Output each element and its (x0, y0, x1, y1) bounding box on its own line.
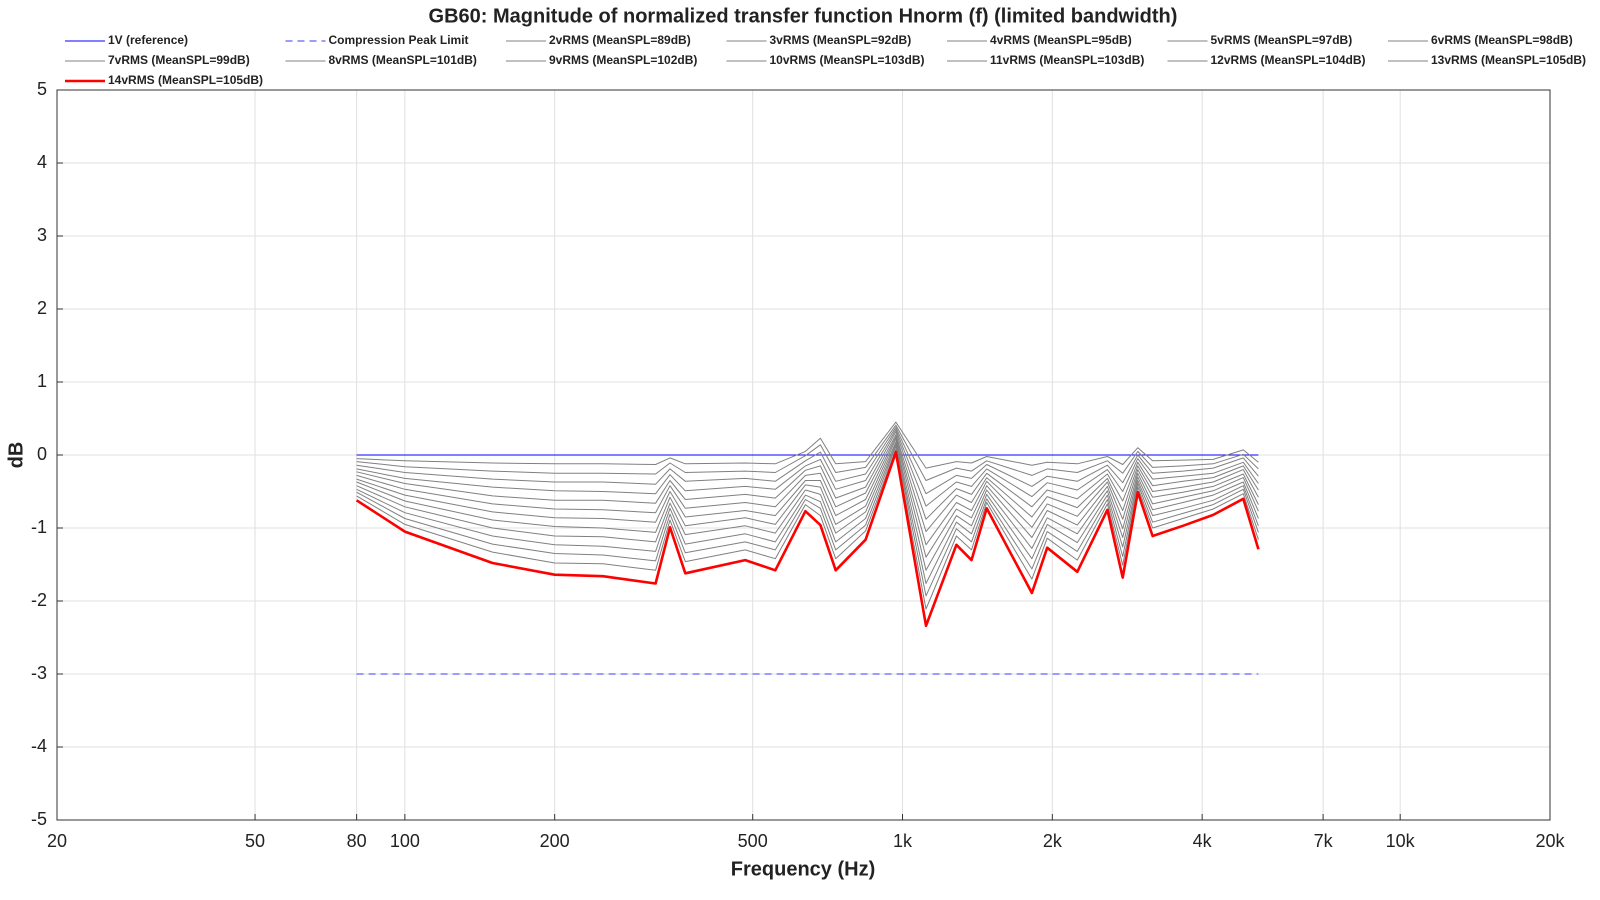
y-axis-label: dB (5, 442, 27, 469)
x-tick-label: 7k (1314, 831, 1334, 851)
series-line (356, 431, 1259, 520)
series-line (355, 450, 1260, 628)
x-tick-label: 50 (245, 831, 265, 851)
x-tick-label: 20k (1535, 831, 1565, 851)
legend-label: 7vRMS (MeanSPL=99dB) (108, 53, 250, 67)
y-tick-label: -4 (31, 736, 47, 756)
legend-label: 4vRMS (MeanSPL=95dB) (990, 33, 1132, 47)
series-line (356, 434, 1259, 533)
y-tick-label: 3 (37, 225, 47, 245)
x-tick-label: 1k (893, 831, 913, 851)
legend-label: 10vRMS (MeanSPL=103dB) (770, 53, 925, 67)
legend-label: 5vRMS (MeanSPL=97dB) (1211, 33, 1353, 47)
y-tick-label: -1 (31, 517, 47, 537)
series-line (356, 429, 1259, 507)
legend-label: 12vRMS (MeanSPL=104dB) (1211, 53, 1366, 67)
x-tick-label: 20 (47, 831, 67, 851)
x-tick-label: 80 (347, 831, 367, 851)
x-tick-label: 100 (390, 831, 420, 851)
x-tick-label: 2k (1043, 831, 1063, 851)
series-line (356, 438, 1259, 558)
y-tick-label: -3 (31, 663, 47, 683)
legend-label: 9vRMS (MeanSPL=102dB) (549, 53, 697, 67)
x-tick-label: 10k (1386, 831, 1416, 851)
legend-label: 1V (reference) (108, 33, 188, 47)
series-line (356, 448, 1259, 610)
series-line (356, 436, 1259, 546)
y-tick-label: -5 (31, 809, 47, 829)
series-line (356, 421, 1259, 469)
legend-label: 13vRMS (MeanSPL=105dB) (1431, 53, 1586, 67)
legend-label: 6vRMS (MeanSPL=98dB) (1431, 33, 1573, 47)
series-line (356, 441, 1259, 571)
legend-label: 14vRMS (MeanSPL=105dB) (108, 73, 263, 87)
y-tick-label: -2 (31, 590, 47, 610)
series-line (356, 445, 1259, 597)
y-tick-label: 5 (37, 79, 47, 99)
y-tick-label: 1 (37, 371, 47, 391)
chart-title: GB60: Magnitude of normalized transfer f… (429, 5, 1178, 27)
legend-label: 11vRMS (MeanSPL=103dB) (990, 53, 1144, 67)
y-tick-label: 2 (37, 298, 47, 318)
y-tick-label: 0 (37, 444, 47, 464)
plot-frame (56, 89, 1551, 821)
x-axis-label: Frequency (Hz) (731, 858, 875, 880)
legend-label: 8vRMS (MeanSPL=101dB) (329, 53, 477, 67)
series-line (356, 426, 1259, 495)
x-tick-label: 500 (738, 831, 768, 851)
series-line (356, 443, 1259, 584)
x-tick-label: 200 (540, 831, 570, 851)
legend-label: Compression Peak Limit (329, 33, 469, 47)
y-tick-label: 4 (37, 152, 47, 172)
legend-label: 2vRMS (MeanSPL=89dB) (549, 33, 691, 47)
series-line (356, 424, 1259, 481)
x-tick-label: 4k (1193, 831, 1213, 851)
legend-label: 3vRMS (MeanSPL=92dB) (770, 33, 912, 47)
